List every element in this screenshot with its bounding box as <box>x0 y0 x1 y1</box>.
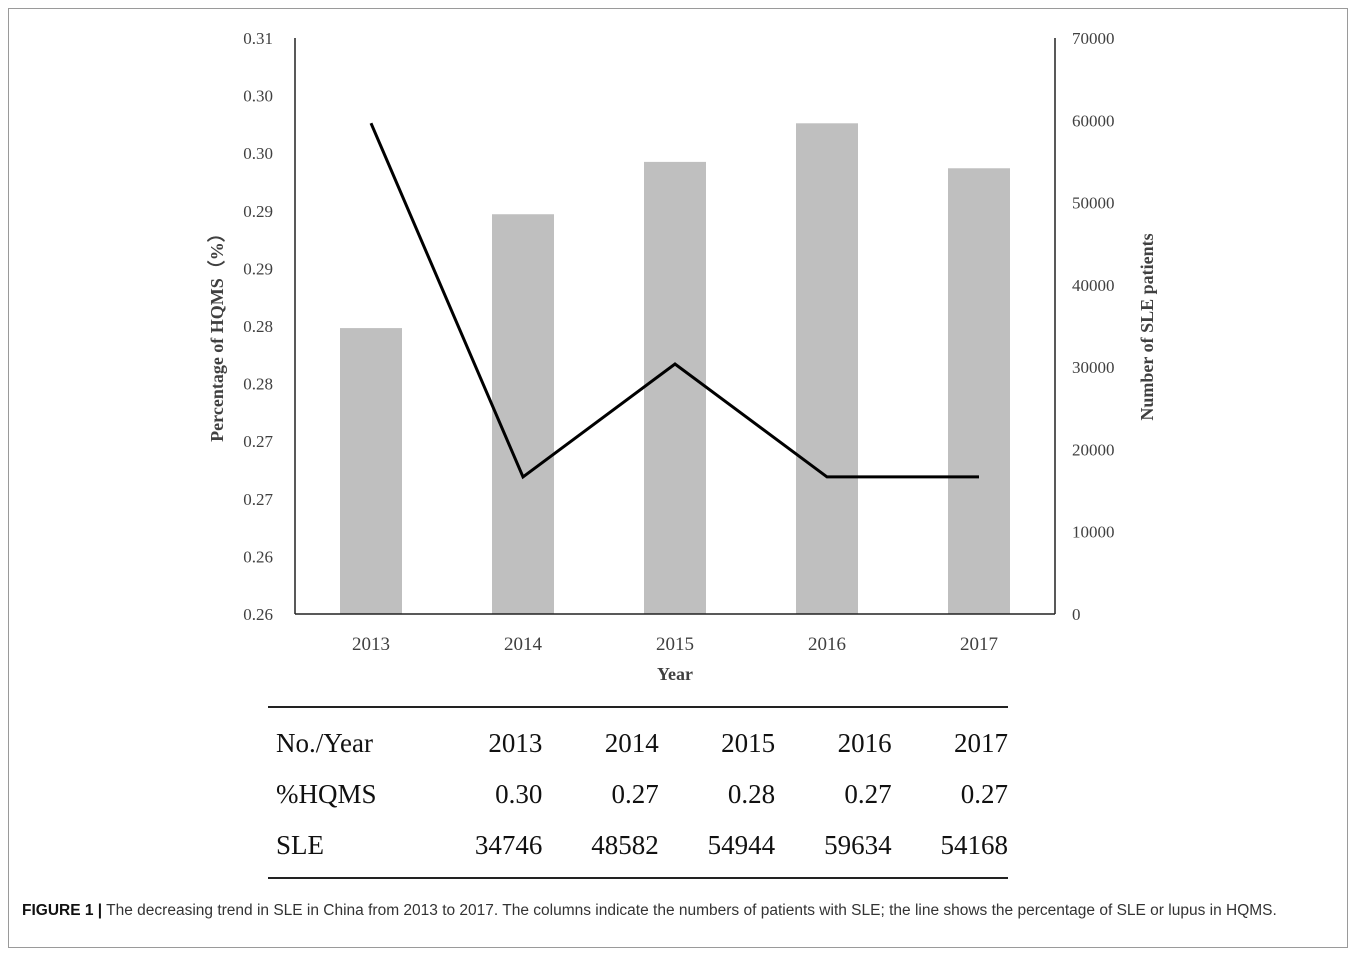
left-tick-label: 0.30 <box>243 144 273 163</box>
table-cell: No./Year <box>268 706 426 769</box>
right-tick-label: 30000 <box>1072 358 1115 377</box>
left-tick-label: 0.27 <box>243 432 273 451</box>
table-cell: 2015 <box>658 706 776 769</box>
left-tick-label: 0.27 <box>243 490 273 509</box>
table-cell: SLE <box>268 820 426 879</box>
table-row: %HQMS 0.30 0.27 0.28 0.27 0.27 <box>268 769 1008 820</box>
right-tick-label: 70000 <box>1072 29 1115 48</box>
right-tick-label: 10000 <box>1072 523 1115 542</box>
x-tick-label: 2013 <box>352 634 390 655</box>
x-tick-label: 2015 <box>656 634 694 655</box>
right-tick-label: 60000 <box>1072 111 1115 130</box>
left-tick-label: 0.28 <box>243 317 273 336</box>
table-cell: 54944 <box>658 820 776 879</box>
x-tick-label: 2016 <box>808 634 846 655</box>
chart-axes <box>294 38 1056 615</box>
right-axis-label: Number of SLE patients <box>1137 233 1157 420</box>
bar-2017 <box>948 168 1010 614</box>
table-cell: %HQMS <box>276 779 377 809</box>
table-cell: 0.27 <box>611 779 659 809</box>
data-table: No./Year 2013 2014 2015 2016 2017 %HQMS … <box>268 706 1008 879</box>
left-tick-label: 0.31 <box>243 29 273 48</box>
table-header-row: No./Year 2013 2014 2015 2016 2017 <box>268 706 1008 769</box>
left-tick-label: 0.29 <box>243 259 273 278</box>
bar-2014 <box>492 214 554 614</box>
left-tick-label: 0.28 <box>243 375 273 394</box>
right-tick-label: 20000 <box>1072 440 1115 459</box>
right-tick-label: 40000 <box>1072 276 1115 295</box>
caption-label: FIGURE 1 | <box>22 902 103 919</box>
left-axis-label: Percentage of HQMS（%） <box>207 224 227 442</box>
bar-2013 <box>340 328 402 614</box>
table-row: SLE 34746 48582 54944 59634 54168 <box>268 820 1008 879</box>
right-axis-ticks: 0 10000 20000 30000 40000 50000 60000 70000 <box>1072 29 1115 624</box>
caption-text: The decreasing trend in SLE in China fro… <box>106 902 1277 919</box>
x-axis-label: Year <box>657 664 693 684</box>
left-tick-label: 0.26 <box>243 605 273 624</box>
bar-series <box>340 123 1010 615</box>
table-cell: 0.30 <box>495 779 543 809</box>
x-axis-ticks: 2013 2014 2015 2016 2017 <box>352 634 998 655</box>
table-cell: 48582 <box>542 820 659 879</box>
table-cell: 2017 <box>891 706 1008 769</box>
table-cell: 2013 <box>426 706 543 769</box>
right-tick-label: 50000 <box>1072 194 1115 213</box>
left-tick-label: 0.29 <box>243 202 273 221</box>
table-cell: 2016 <box>775 706 892 769</box>
table-cell: 34746 <box>426 820 543 879</box>
left-axis-ticks: 0.26 0.26 0.27 0.27 0.28 0.28 0.29 0.29 0.30 0.30… <box>243 29 273 624</box>
left-tick-label: 0.26 <box>243 547 273 566</box>
hqms-line <box>369 122 979 480</box>
combo-chart: 0.26 0.26 0.27 0.27 0.28 0.28 0.29 0.29 0.30 0.30… <box>207 29 1157 684</box>
x-tick-label: 2014 <box>504 634 543 655</box>
table-cell: 0.28 <box>727 779 776 809</box>
left-tick-label: 0.30 <box>243 87 273 106</box>
x-tick-label: 2017 <box>960 634 998 655</box>
table-cell: 59634 <box>775 820 892 879</box>
bar-2015 <box>644 161 706 614</box>
figure-caption: FIGURE 1 | The decreasing trend in SLE i… <box>22 900 1342 922</box>
table-cell: 0.27 <box>844 779 892 809</box>
bar-2016 <box>796 123 858 615</box>
table-cell: 2014 <box>542 706 659 769</box>
right-tick-label: 0 <box>1072 605 1081 624</box>
table-cell: 0.27 <box>960 779 1008 809</box>
table-cell: 54168 <box>891 820 1008 879</box>
